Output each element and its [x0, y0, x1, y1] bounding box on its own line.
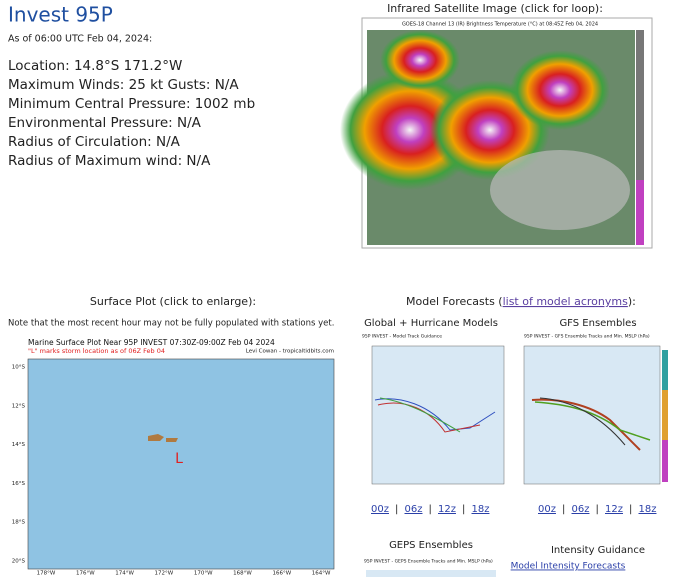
lat-label: 12°S: [12, 403, 26, 409]
intensity-link[interactable]: Model Intensity Forecasts: [511, 562, 626, 572]
satellite-image[interactable]: GOES-18 Channel 13 (IR) Brightness Tempe…: [340, 17, 653, 249]
run-separator: |: [462, 504, 465, 515]
gfs-image[interactable]: 95P INVEST - GFS Ensemble Tracks and Min…: [520, 332, 672, 490]
geps-image[interactable]: 95P INVEST - GEPS Ensemble Tracks and Mi…: [362, 556, 500, 577]
info-line: Maximum Winds: 25 kt Gusts: N/A: [8, 77, 239, 93]
plot-credit: Levi Cowan - tropicaltidbits.com: [246, 349, 334, 355]
lon-label: 170°W: [194, 571, 213, 577]
lon-label: 166°W: [272, 571, 291, 577]
lat-label: 14°S: [12, 442, 26, 448]
info-line: Minimum Central Pressure: 1002 mb: [8, 96, 255, 112]
info-line: Location: 14.8°S 171.2°W: [8, 58, 182, 74]
lon-label: 176°W: [76, 571, 95, 577]
lat-label: 10°S: [12, 365, 26, 371]
surface-heading: Surface Plot (click to enlarge):: [90, 295, 256, 308]
lon-label: 172°W: [155, 571, 174, 577]
run-link[interactable]: 18z: [472, 504, 490, 515]
lon-label: 164°W: [312, 571, 331, 577]
gfs-image-title: 95P INVEST - GFS Ensemble Tracks and Min…: [524, 334, 650, 340]
surface-note: Note that the most recent hour may not b…: [8, 319, 334, 329]
geps-image-title: 95P INVEST - GEPS Ensemble Tracks and Mi…: [364, 559, 493, 565]
run-separator: |: [562, 504, 565, 515]
geps-title: GEPS Ensembles: [389, 540, 473, 551]
run-link[interactable]: 12z: [605, 504, 623, 515]
plot-title: Marine Surface Plot Near 95P INVEST 07:3…: [28, 338, 275, 347]
storm-title: Invest 95P: [8, 3, 113, 27]
run-separator: |: [629, 504, 632, 515]
run-link[interactable]: 00z: [538, 504, 556, 515]
global-title: Global + Hurricane Models: [364, 318, 498, 329]
storm-marker: L: [175, 451, 183, 467]
acronyms-link[interactable]: list of model acronyms: [503, 295, 628, 308]
heading-text: ):: [628, 295, 636, 308]
as-of: As of 06:00 UTC Feb 04, 2024:: [8, 34, 152, 45]
run-link[interactable]: 12z: [438, 504, 456, 515]
heading-text: Model Forecasts (: [406, 295, 503, 308]
lat-label: 18°S: [12, 520, 26, 526]
run-separator: |: [429, 504, 432, 515]
lat-label: 16°S: [12, 481, 26, 487]
run-link[interactable]: 06z: [572, 504, 590, 515]
surface-plot[interactable]: Marine Surface Plot Near 95P INVEST 07:3…: [8, 333, 340, 577]
info-line: Radius of Maximum wind: N/A: [8, 153, 211, 169]
lon-label: 178°W: [37, 571, 56, 577]
intensity-title: Intensity Guidance: [551, 545, 645, 556]
run-separator: |: [395, 504, 398, 515]
info-line: Radius of Circulation: N/A: [8, 134, 181, 150]
satellite-image-title: GOES-18 Channel 13 (IR) Brightness Tempe…: [402, 22, 598, 28]
global-image-title: 95P INVEST - Model Track Guidance: [362, 334, 442, 340]
info-line: Environmental Pressure: N/A: [8, 115, 202, 131]
plot-subtitle: "L" marks storm location as of 06Z Feb 0…: [28, 347, 165, 355]
satellite-heading: Infrared Satellite Image (click for loop…: [387, 2, 603, 15]
lon-label: 174°W: [115, 571, 134, 577]
lat-label: 20°S: [12, 559, 26, 565]
global-models-image[interactable]: 95P INVEST - Model Track Guidance: [357, 332, 509, 490]
run-link[interactable]: 18z: [639, 504, 657, 515]
lon-label: 168°W: [233, 571, 252, 577]
run-link[interactable]: 00z: [371, 504, 389, 515]
models-heading: Model Forecasts (list of model acronyms)…: [406, 295, 636, 308]
gfs-title: GFS Ensembles: [559, 318, 636, 329]
run-separator: |: [596, 504, 599, 515]
run-link[interactable]: 06z: [405, 504, 423, 515]
